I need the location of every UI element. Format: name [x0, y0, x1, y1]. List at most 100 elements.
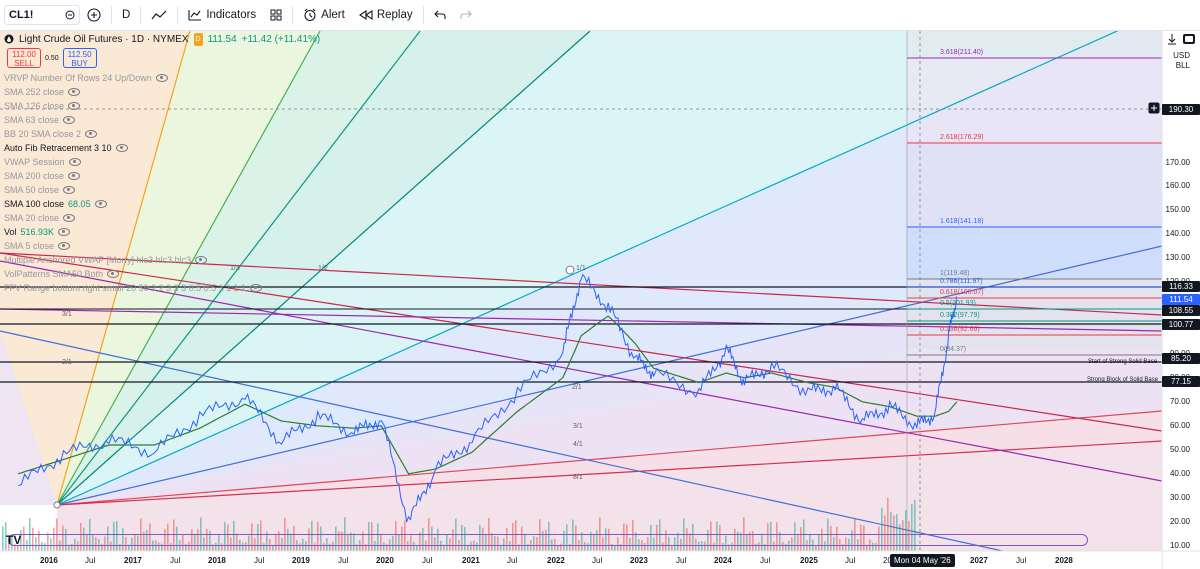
symbol-title-row: Light Crude Oil Futures · 1D · NYMEX D 1…: [4, 32, 320, 46]
volume-bar: [371, 522, 373, 551]
legend-indicator-row[interactable]: SMA 200 close: [4, 169, 320, 183]
visibility-eye-icon[interactable]: [107, 270, 120, 278]
volume-bar: [908, 520, 910, 551]
fib-band: [907, 227, 1162, 279]
visibility-eye-icon[interactable]: [85, 130, 98, 138]
legend-indicator-row[interactable]: SMA 100 close 68.05: [4, 197, 320, 211]
sell-button[interactable]: 112.00 SELL: [7, 48, 41, 68]
time-tick: Jul: [338, 556, 349, 565]
redo-button[interactable]: [453, 3, 479, 27]
volume-bar: [689, 533, 691, 551]
visibility-eye-icon[interactable]: [58, 228, 71, 236]
volume-bar: [614, 544, 616, 551]
volume-bar: [434, 536, 436, 551]
legend-indicator-row[interactable]: VolPatterns SMA50 Both: [4, 267, 320, 281]
undo-button[interactable]: [427, 3, 453, 27]
volume-bar: [677, 532, 679, 551]
symbol-search[interactable]: CL1!: [4, 5, 80, 25]
volume-bar: [332, 541, 334, 551]
legend-indicator-row[interactable]: SMA 252 close: [4, 85, 320, 99]
volume-bar: [770, 521, 772, 551]
volume-bar: [374, 541, 376, 551]
indicators-button[interactable]: Indicators: [181, 3, 263, 27]
volume-bar: [824, 541, 826, 551]
fan-anchor-point[interactable]: [565, 265, 575, 275]
fib-level-label: 1.618(141.18): [940, 218, 984, 225]
legend-indicator-row[interactable]: FFV Range bottom right small 20 50 2 2 3…: [4, 281, 320, 295]
volume-bar: [86, 533, 88, 551]
volume-bar: [590, 531, 592, 551]
add-symbol-button[interactable]: [80, 3, 108, 27]
alert-button[interactable]: Alert: [296, 3, 352, 27]
volume-bar: [47, 532, 49, 551]
legend-indicator-row[interactable]: Multiple Anchored VWAP [Morty] hlc3 hlc3…: [4, 253, 320, 267]
visibility-eye-icon[interactable]: [155, 74, 168, 82]
visibility-eye-icon[interactable]: [63, 186, 76, 194]
visibility-eye-icon[interactable]: [195, 256, 208, 264]
time-tick: Jul: [760, 556, 771, 565]
legend-indicator-row[interactable]: VWAP Session: [4, 155, 320, 169]
volume-bar: [659, 519, 661, 551]
visibility-eye-icon[interactable]: [250, 284, 263, 292]
legend-indicator-row[interactable]: SMA 5 close: [4, 239, 320, 253]
add-alert-plus-icon[interactable]: [1148, 102, 1160, 114]
volume-bar: [620, 543, 622, 551]
volume-bar: [851, 530, 853, 551]
fan-ratio-label: 1/2: [318, 265, 328, 272]
visibility-eye-icon[interactable]: [68, 88, 81, 96]
time-tick: 2017: [124, 556, 142, 565]
legend-indicator-row[interactable]: BB 20 SMA close 2: [4, 127, 320, 141]
volume-bar: [866, 544, 868, 551]
visibility-eye-icon[interactable]: [94, 200, 107, 208]
price-tick: 10.00: [1169, 541, 1190, 550]
volume-bar: [878, 526, 880, 551]
legend-indicator-row[interactable]: SMA 63 close: [4, 113, 320, 127]
fan-line: [0, 252, 1162, 432]
download-icon[interactable]: [1166, 33, 1178, 45]
volume-bar: [572, 519, 574, 551]
visibility-eye-icon[interactable]: [115, 144, 128, 152]
indicators-icon: [188, 10, 202, 21]
volume-bar: [245, 541, 247, 551]
buy-price: 112.50: [67, 50, 92, 59]
legend-indicator-row[interactable]: SMA 50 close: [4, 183, 320, 197]
volume-bar: [314, 543, 316, 551]
visibility-eye-icon[interactable]: [68, 102, 81, 110]
interval-button[interactable]: D: [115, 3, 137, 27]
legend-indicator-row[interactable]: VRVP Number Of Rows 24 Up/Down: [4, 71, 320, 85]
chart-type-button[interactable]: [144, 3, 174, 27]
layouts-button[interactable]: [263, 3, 289, 27]
volume-bar: [587, 543, 589, 551]
settings-icon[interactable]: [1182, 33, 1196, 45]
unit-label[interactable]: BLL: [1175, 61, 1190, 70]
legend-indicator-row[interactable]: SMA 126 close: [4, 99, 320, 113]
volume-bar: [596, 530, 598, 551]
volume-bar: [656, 524, 658, 551]
legend-indicator-row[interactable]: SMA 20 close: [4, 211, 320, 225]
buy-button[interactable]: 112.50 BUY: [62, 48, 97, 68]
visibility-eye-icon[interactable]: [63, 116, 76, 124]
visibility-eye-icon[interactable]: [68, 172, 81, 180]
volume-bar: [716, 521, 718, 551]
volume-bar: [647, 537, 649, 551]
replay-button[interactable]: Replay: [352, 3, 420, 27]
currency-label[interactable]: USD: [1173, 51, 1190, 60]
legend-indicator-row[interactable]: Vol 516.93K: [4, 225, 320, 239]
visibility-eye-icon[interactable]: [58, 242, 71, 250]
tradingview-logo[interactable]: TV: [6, 533, 22, 547]
volume-bar: [452, 528, 454, 551]
price-chart[interactable]: [0, 31, 1200, 569]
fib-level-label: 0(84.37): [940, 346, 967, 353]
time-tick: 2027: [970, 556, 988, 565]
visibility-eye-icon[interactable]: [68, 158, 81, 166]
fan-line: [0, 308, 1162, 332]
fan-origin-point[interactable]: [53, 501, 61, 509]
volume-bar: [482, 527, 484, 551]
symbol-options-icon[interactable]: [65, 10, 75, 20]
fib-level-label: 1(119.48): [940, 270, 970, 277]
symbol-title[interactable]: Light Crude Oil Futures · 1D · NYMEX: [19, 33, 189, 45]
volume-bar: [146, 529, 148, 551]
volume-bar: [77, 541, 79, 551]
visibility-eye-icon[interactable]: [63, 214, 76, 222]
legend-indicator-row[interactable]: Auto Fib Retracement 3 10: [4, 141, 320, 155]
